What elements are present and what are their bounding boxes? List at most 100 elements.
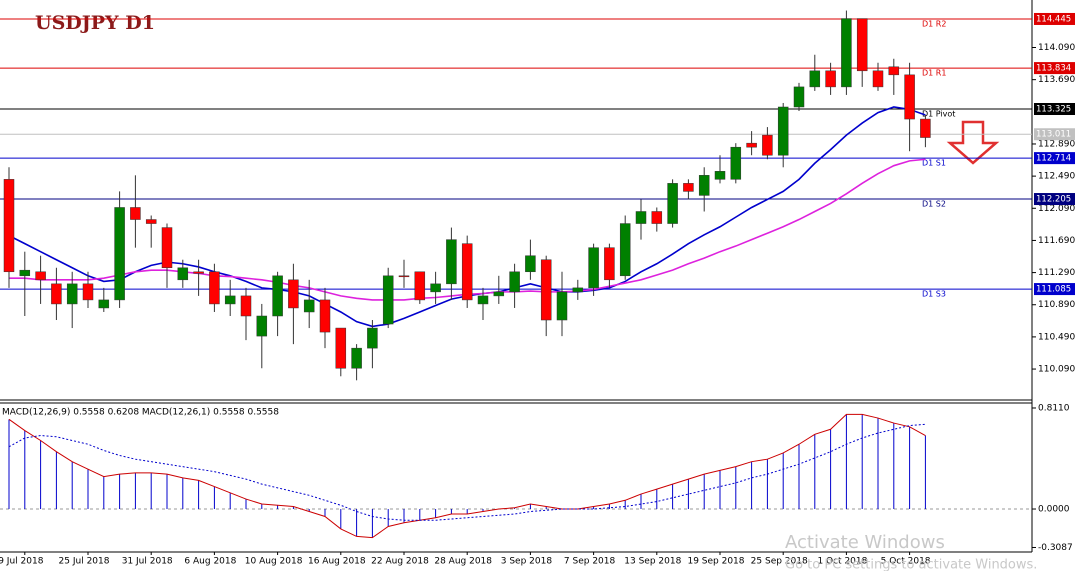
y-tick-label: 110.090 [1038,365,1075,375]
candle-body [145,219,157,224]
candle-body [920,118,931,138]
candle-body [714,171,726,180]
candle-body [746,142,757,148]
candle-body [777,106,789,156]
candle-body [3,179,15,273]
level-label: D1 S3 [922,290,946,299]
y-tick-label: 113.690 [1038,75,1075,85]
signal-line [8,423,926,521]
y-tick-label: 111.290 [1038,268,1075,278]
candle-body [904,74,915,120]
x-tick-label: 6 Aug 2018 [184,557,236,567]
candle-body [256,315,268,337]
level-label: D1 R1 [922,69,946,78]
x-tick-label: 10 Aug 2018 [245,557,303,567]
candle-body [66,283,78,305]
watermark-subtitle: Go to PC settings to activate Windows. [785,558,1037,571]
candle-body [240,295,252,317]
level-box [1034,283,1075,296]
candle-body [98,299,110,309]
chart-title: USDJPY D1 [35,12,155,34]
level-box [1034,62,1075,75]
x-tick-label: 13 Sep 2018 [624,557,681,567]
candle-body [825,70,836,88]
candle-body [161,227,173,269]
candle-body [272,275,283,317]
candle-body [209,271,220,305]
x-tick-label: 16 Aug 2018 [308,557,366,567]
candle-body [303,299,315,313]
candle-body [35,271,46,281]
candle-body [841,18,852,88]
x-tick-label: 9 Jul 2018 [0,557,44,567]
candle-body [288,279,299,309]
level-box [1034,103,1075,116]
level-label: D1 Pivot [922,110,955,119]
candle-body [335,327,347,369]
x-tick-label: 1 Oct 2018 [817,557,867,567]
x-tick-label: 3 Sep 2018 [501,557,553,567]
candle-body [414,271,426,301]
macd-line [8,413,926,539]
candle-body [509,271,520,293]
level-value: 112.714 [1036,154,1071,164]
level-box [1034,152,1075,165]
y-tick-label: 0.8110 [1038,403,1070,413]
candle-body [667,183,678,224]
level-box [1034,128,1075,141]
y-tick-label: 111.690 [1038,236,1075,246]
candle-body [193,271,204,274]
candle-body [540,259,552,321]
y-tick-label: 110.890 [1038,300,1075,310]
candle-body [82,283,94,301]
candle-body [130,207,141,220]
candle-body [588,247,599,289]
x-tick-label: 19 Sep 2018 [687,557,744,567]
candle-body [793,86,805,108]
y-tick-label: 112.890 [1038,139,1075,149]
candle-body [19,269,31,277]
level-label: D1 R2 [922,19,946,28]
x-tick-label: 7 Sep 2018 [564,557,616,567]
level-value: 112.205 [1036,195,1071,205]
level-label: D1 S1 [922,159,946,168]
level-box [1034,12,1075,25]
candle-body [619,223,631,277]
level-value: 113.834 [1036,64,1071,74]
candle-body [398,275,410,278]
candle-body [114,207,125,301]
candle-body [367,327,378,349]
candle-body [730,146,742,180]
candle-body [477,295,489,305]
y-tick-label: -0.3087 [1038,543,1073,553]
candle-body [683,183,694,192]
candle-body [872,70,884,88]
candle-body [493,291,505,297]
watermark-title: Activate Windows [785,532,945,553]
x-tick-label: 5 Oct 2018 [881,557,931,567]
x-tick-label: 25 Jul 2018 [59,557,110,567]
candle-body [430,283,441,293]
level-value: 113.011 [1036,130,1071,140]
y-tick-label: 112.090 [1038,204,1075,214]
candle-body [177,267,189,281]
y-tick-label: 112.490 [1038,172,1075,182]
candle-body [572,287,584,293]
candle-body [762,134,773,156]
y-tick-label: 114.090 [1038,43,1075,53]
candle-body [51,283,62,305]
candle-body [604,247,615,281]
candle-body [382,275,394,325]
candle-body [446,239,457,285]
level-label: D1 S2 [922,200,946,209]
x-tick-label: 31 Jul 2018 [122,557,173,567]
candle-body [461,243,473,301]
level-value: 113.325 [1036,105,1071,115]
level-value: 111.085 [1036,285,1071,295]
candle-body [351,347,362,369]
down-arrow [946,120,1000,165]
candle-body [888,66,900,76]
candle-body [698,175,710,196]
